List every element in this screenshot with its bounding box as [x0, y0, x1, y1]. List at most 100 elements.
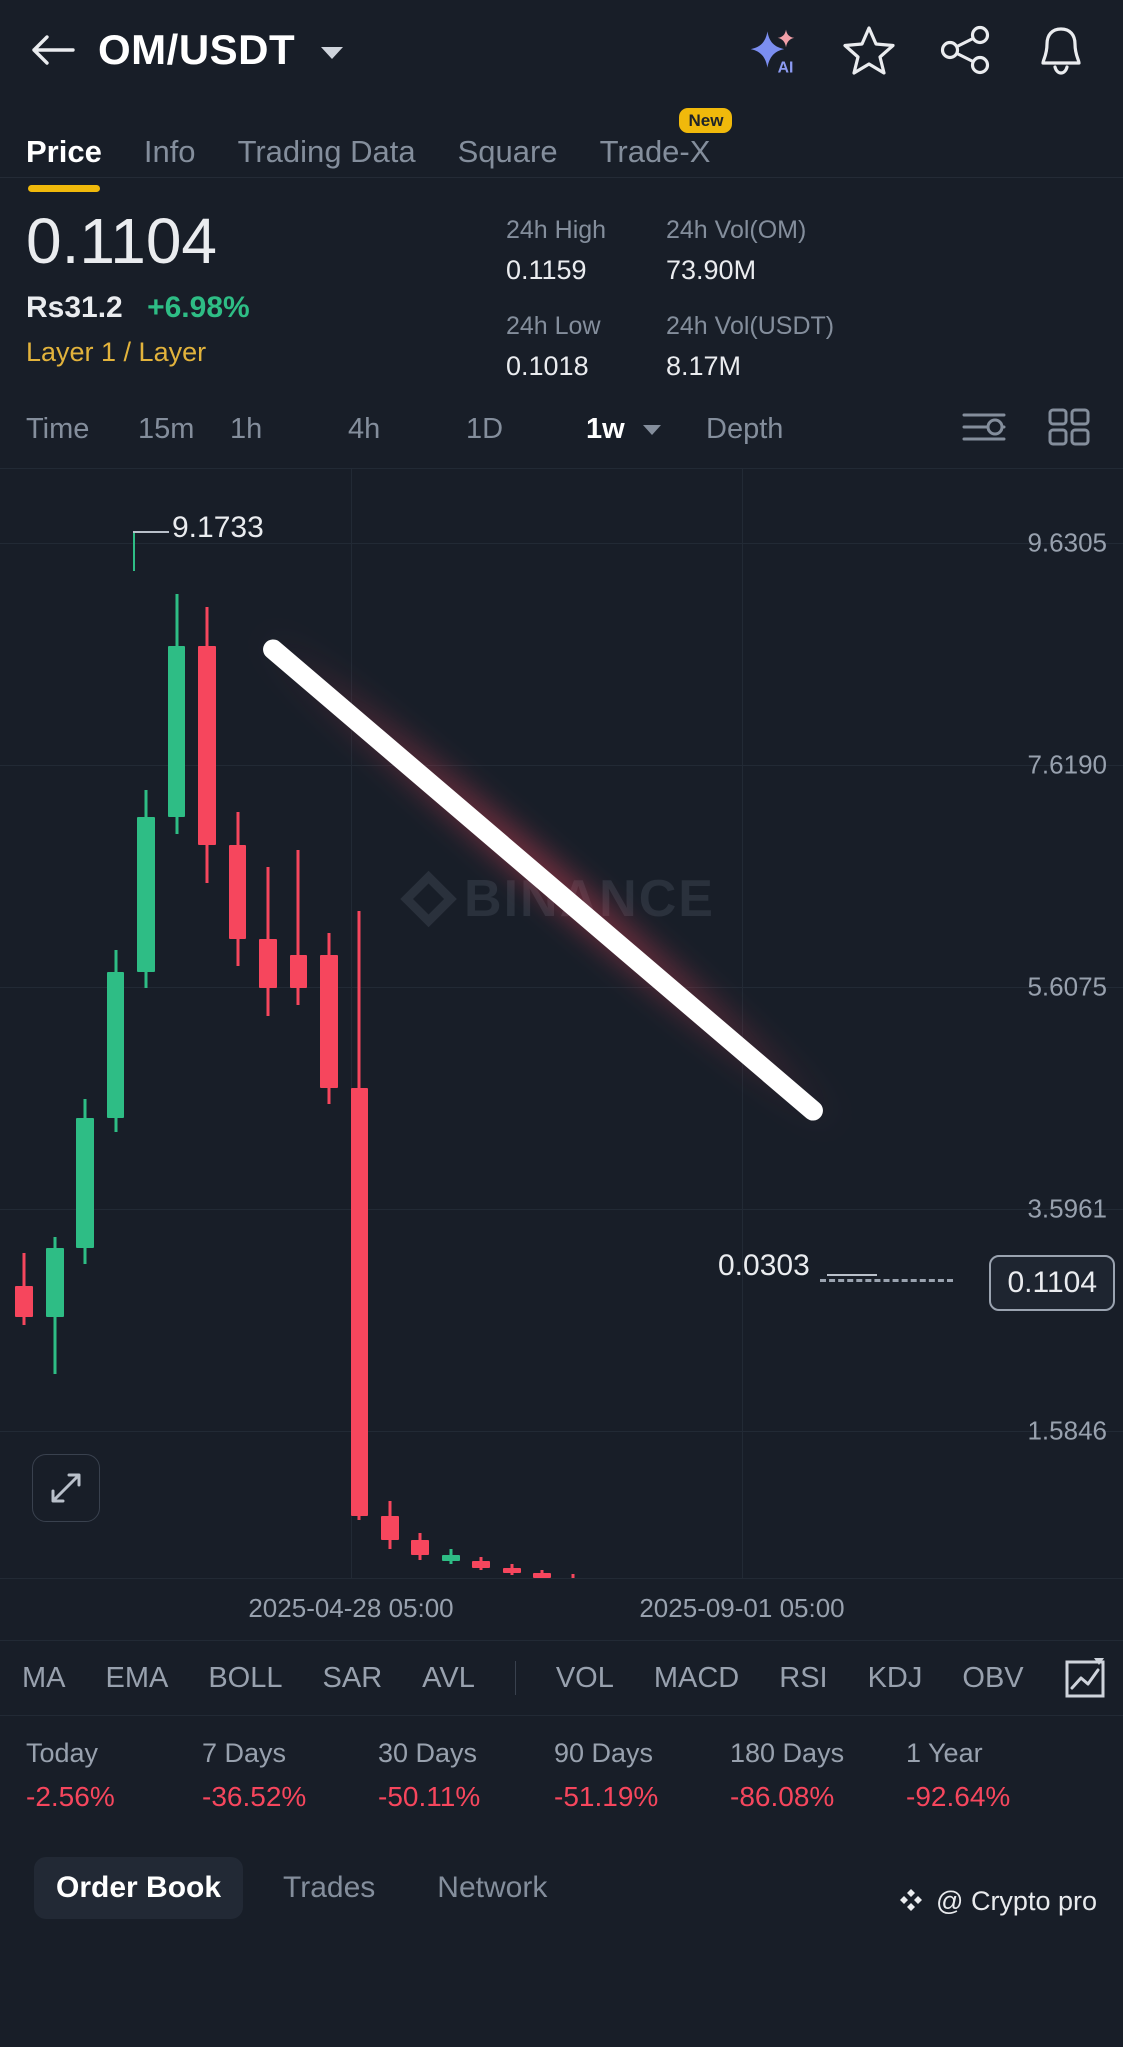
perf-today-label: Today	[26, 1738, 99, 1769]
perf-7-days-value: -36.52%	[202, 1781, 307, 1813]
indicator-rsi[interactable]: RSI	[779, 1661, 828, 1694]
timeframe-15m[interactable]: 15m	[138, 412, 195, 445]
candle-wick	[601, 1577, 605, 1579]
candle	[563, 1574, 582, 1579]
candle	[441, 1548, 460, 1565]
price-chart[interactable]: 9.6305 7.6190 5.6075 3.5961 1.5846 BINAN…	[0, 468, 1123, 1579]
svg-text:AI: AI	[778, 59, 794, 76]
candle	[533, 1569, 551, 1579]
chevron-down-icon	[321, 46, 344, 59]
chart-tools	[961, 407, 1097, 452]
gridline-horizontal	[0, 765, 1123, 767]
notifications-button[interactable]	[1035, 24, 1087, 76]
perf-180-days: 180 Days -86.08%	[730, 1738, 906, 1813]
y-axis-label: 7.6190	[1027, 749, 1107, 780]
perf-7-days-label: 7 Days	[202, 1738, 287, 1769]
indicator-sar[interactable]: SAR	[322, 1661, 383, 1694]
grid-layout-button[interactable]	[1047, 407, 1091, 452]
candle-body	[441, 1555, 460, 1561]
binance-logo-icon	[399, 871, 457, 928]
indicator-avl[interactable]: AVL	[422, 1661, 475, 1694]
star-favorite-icon	[843, 26, 895, 75]
candle	[411, 1533, 430, 1560]
timeframe-1w-label: 1w	[586, 412, 625, 445]
favorite-button[interactable]	[843, 24, 895, 76]
indicator-kdj[interactable]: KDJ	[867, 1661, 923, 1694]
timeframe-1d[interactable]: 1D	[466, 412, 504, 445]
grid-layout-icon	[1048, 408, 1090, 446]
tab-trading-data[interactable]: Trading Data	[238, 134, 416, 178]
tab-price-label: Price	[26, 134, 102, 169]
candle	[502, 1564, 521, 1576]
candle	[259, 866, 277, 1016]
stat-24h-high: 24h High 0.1159	[506, 214, 666, 288]
share-icon	[940, 25, 990, 75]
nav-divider	[0, 177, 1123, 178]
back-button[interactable]	[26, 23, 80, 77]
expand-chart-button[interactable]	[32, 1454, 100, 1523]
market-stats: 24h High 0.1159 24h Vol(OM) 73.90M 24h L…	[506, 208, 1097, 384]
candle-body	[198, 646, 216, 845]
indicator-settings-button[interactable]	[961, 407, 1007, 452]
category-tags[interactable]: Layer 1 / Layer	[26, 337, 207, 368]
credit-text: @ Crypto pro	[936, 1886, 1097, 1917]
stat-24h-vol-usdt-label: 24h Vol(USDT)	[666, 312, 835, 341]
candle-body	[259, 938, 277, 989]
candle-body	[76, 1118, 95, 1248]
indicator-obv[interactable]: OBV	[962, 1661, 1024, 1694]
tab-network[interactable]: Network	[437, 1871, 548, 1905]
perf-1-year-label: 1 Year	[906, 1738, 983, 1769]
gridline-horizontal	[0, 1209, 1123, 1211]
pair-title-text: OM/USDT	[98, 26, 296, 73]
perf-180-days-label: 180 Days	[730, 1738, 845, 1769]
new-badge: New	[679, 108, 733, 134]
timeframe-1w[interactable]: 1w	[586, 413, 706, 446]
indicator-boll[interactable]: BOLL	[208, 1661, 283, 1694]
nav-tabs: Price Info Trading Data Square Trade-X N…	[0, 100, 1123, 192]
stat-24h-high-value: 0.1159	[506, 254, 587, 285]
timeframe-4h[interactable]: 4h	[348, 412, 381, 445]
candle-body	[502, 1567, 521, 1574]
credit-watermark: @ Crypto pro	[896, 1886, 1097, 1917]
share-button[interactable]	[939, 24, 991, 76]
price-left-column: 0.1104 Rs31.2 +6.98% Layer 1 / Layer	[26, 207, 506, 384]
timeframe-time[interactable]: Time	[26, 412, 90, 445]
ai-button[interactable]: AI	[747, 24, 799, 76]
candle	[228, 811, 247, 967]
candle	[15, 1253, 34, 1325]
candle	[137, 789, 155, 989]
candle-body	[320, 955, 338, 1088]
gridline-vertical	[742, 469, 743, 1579]
candle	[198, 607, 216, 884]
candle-body	[137, 817, 155, 972]
pair-title[interactable]: OM/USDT	[98, 26, 344, 74]
candle-wick	[571, 1574, 575, 1579]
tab-trades[interactable]: Trades	[283, 1871, 376, 1905]
perf-30-days-label: 30 Days	[378, 1738, 478, 1769]
indicator-macd[interactable]: MACD	[653, 1661, 740, 1694]
gridline-horizontal	[0, 1431, 1123, 1433]
tab-order-book[interactable]: Order Book	[34, 1857, 244, 1920]
current-price-dashed-line	[820, 1279, 953, 1283]
stat-24h-vol-usdt: 24h Vol(USDT) 8.17M	[666, 310, 1097, 384]
candle-body	[350, 1087, 369, 1516]
perf-30-days: 30 Days -50.11%	[378, 1738, 554, 1813]
stat-24h-low: 24h Low 0.1018	[506, 310, 666, 384]
chart-type-button[interactable]	[1059, 1653, 1111, 1706]
tab-trade-x[interactable]: Trade-X New	[600, 108, 733, 178]
gridline-horizontal	[0, 543, 1123, 545]
candle	[106, 949, 125, 1132]
perf-7-days: 7 Days -36.52%	[202, 1738, 378, 1813]
tab-info[interactable]: Info	[144, 134, 196, 178]
indicator-vol[interactable]: VOL	[555, 1661, 614, 1694]
tab-square[interactable]: Square	[458, 134, 558, 178]
timeframe-depth[interactable]: Depth	[706, 412, 784, 445]
perf-1-year-value: -92.64%	[906, 1781, 1011, 1813]
fiat-price: Rs31.2	[26, 291, 123, 325]
indicator-ma[interactable]: MA	[22, 1661, 66, 1694]
candle	[594, 1577, 612, 1579]
tab-price[interactable]: Price	[26, 134, 102, 192]
indicator-ema[interactable]: EMA	[105, 1661, 169, 1694]
timeframe-1h[interactable]: 1h	[230, 412, 263, 445]
peak-leader-horizontal	[133, 531, 169, 534]
